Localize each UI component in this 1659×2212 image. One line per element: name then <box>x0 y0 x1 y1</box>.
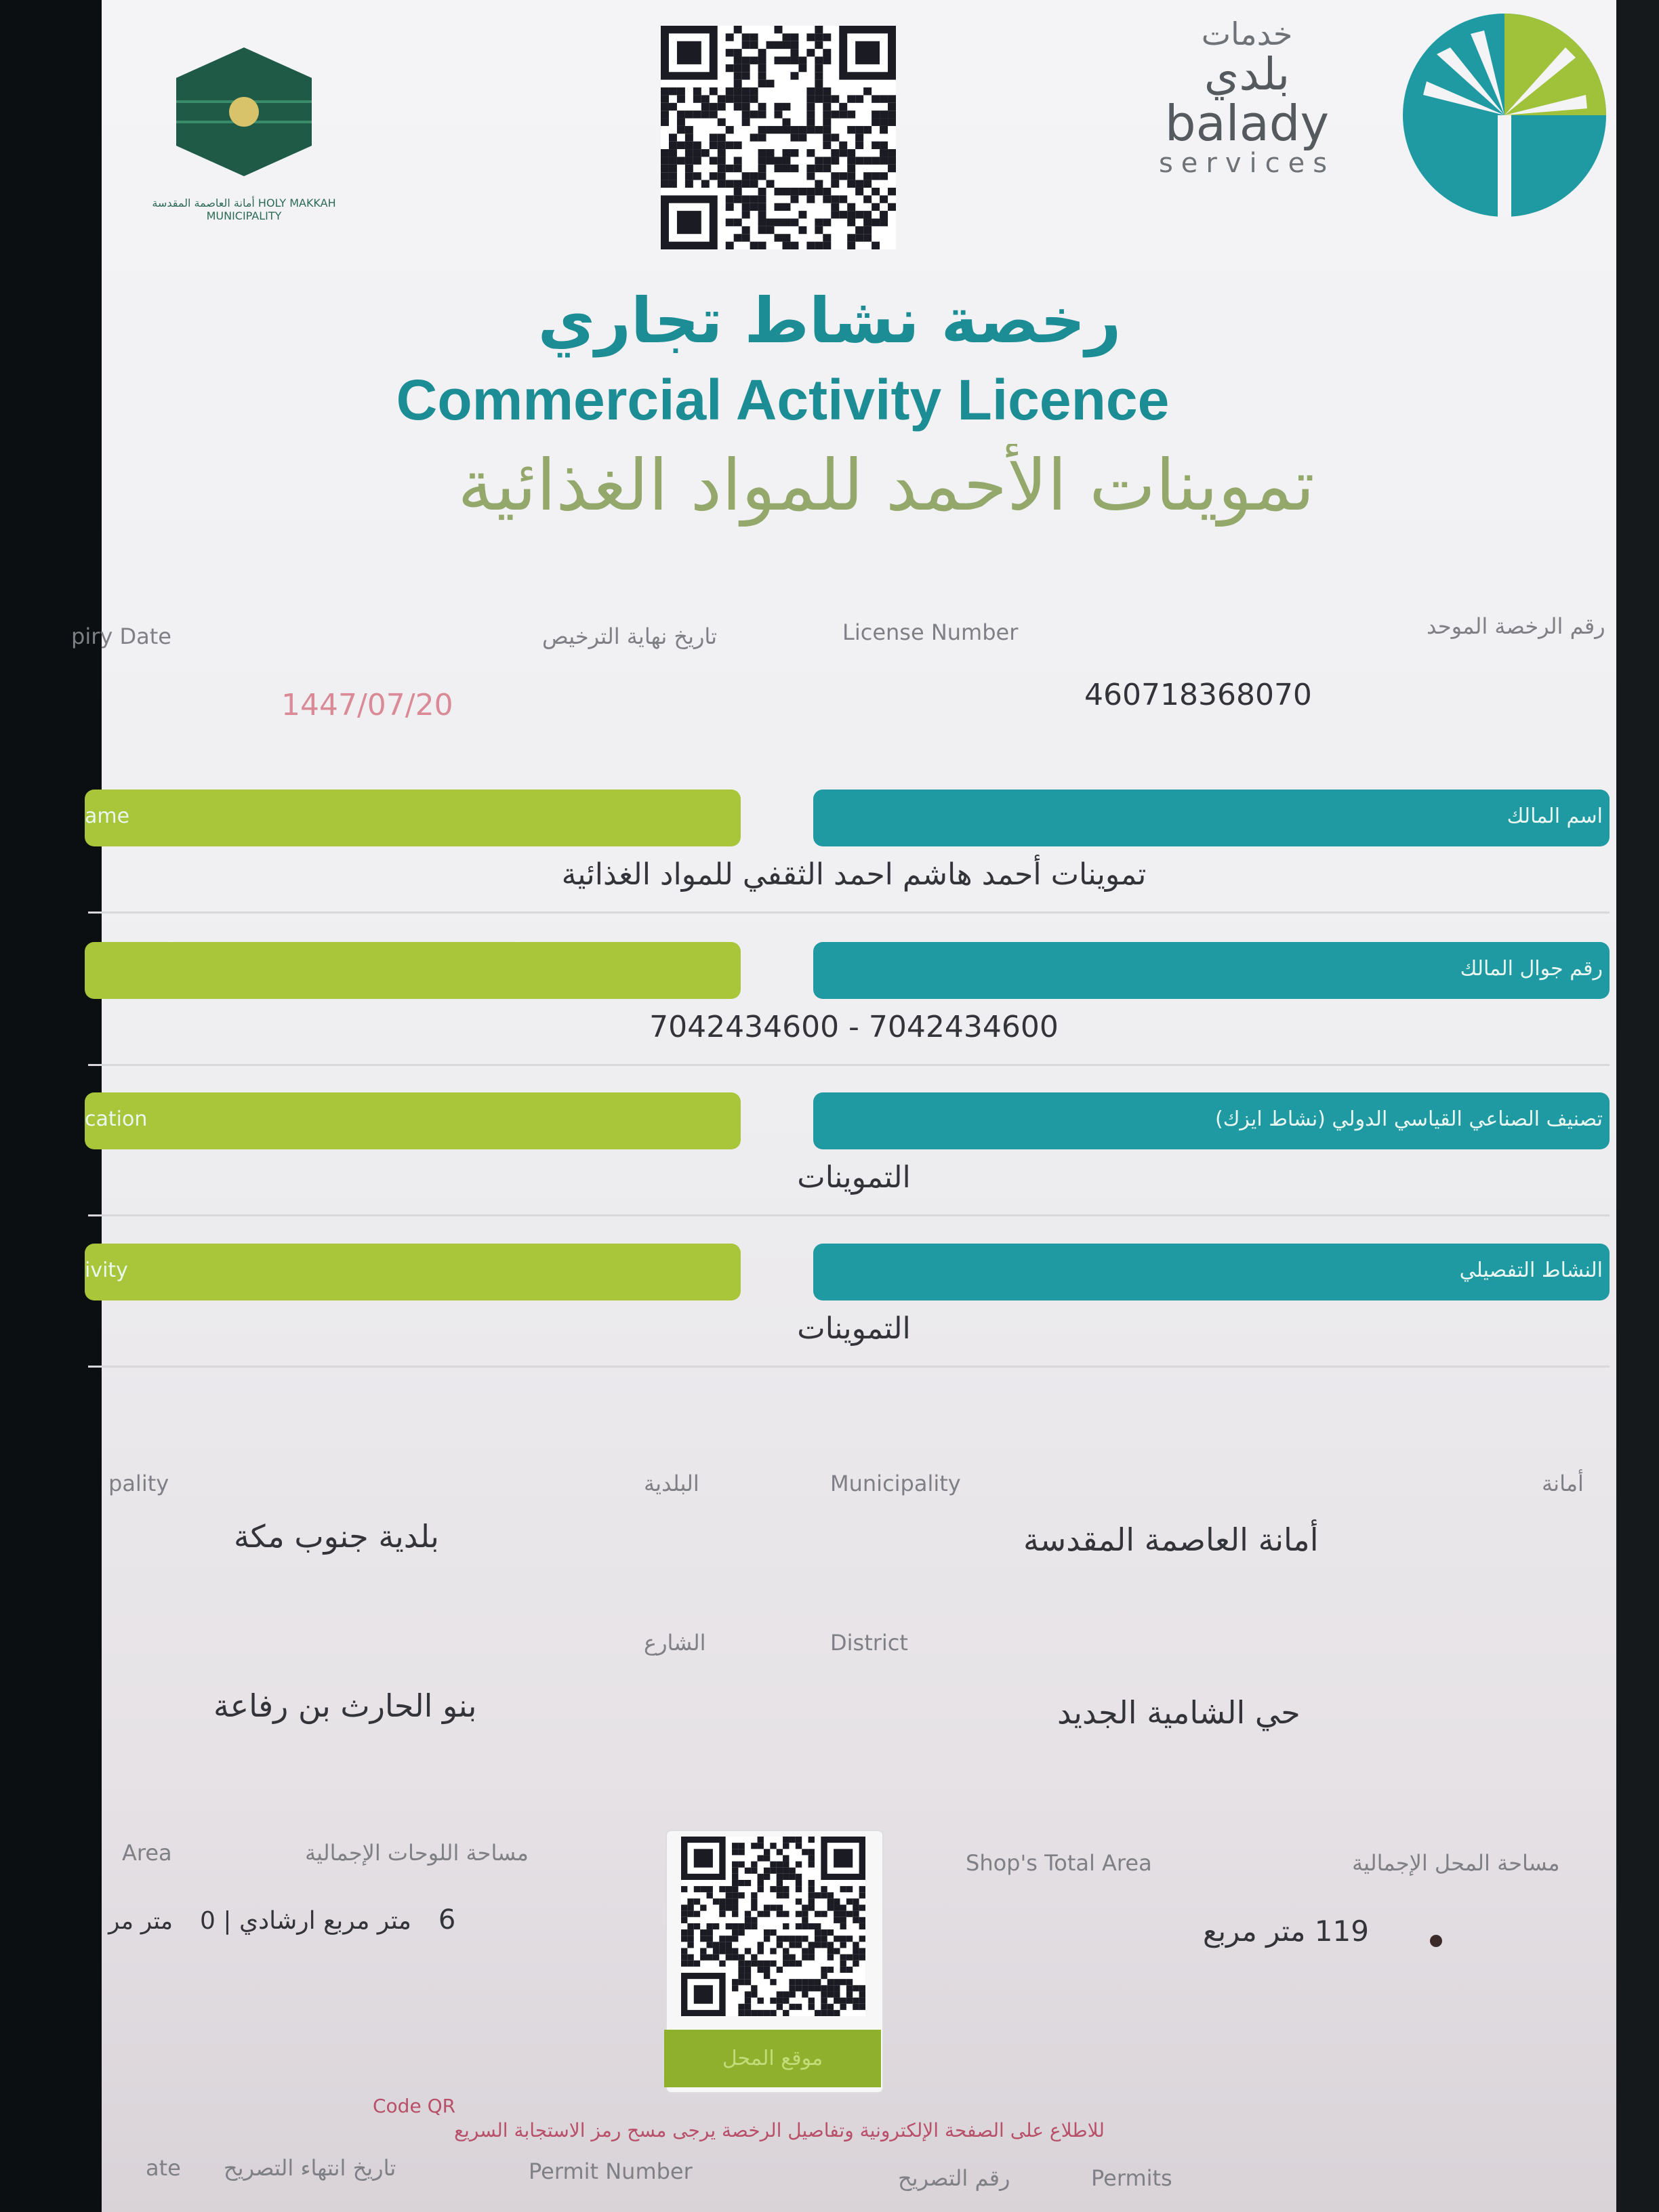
shop-area-label-ar: مساحة المحل الإجمالية <box>1352 1850 1560 1876</box>
field-value: التموينات <box>797 1160 911 1195</box>
field-label-ar: تصنيف الصناعي القياسي الدولي (نشاط ايزك) <box>1214 1107 1603 1131</box>
shop-area-label-en: Shop's Total Area <box>966 1850 1152 1876</box>
qr-code-top[interactable] <box>661 26 896 249</box>
field-label-ar: رقم جوال المالك <box>1460 957 1603 981</box>
sub-municipality-label-ar: البلدية <box>644 1471 699 1496</box>
field-label-ar: اسم المالك <box>1507 804 1603 828</box>
balady-en: balady <box>1164 95 1330 152</box>
field-label-bar-en: ame <box>85 790 741 846</box>
street-label-ar: الشارع <box>644 1630 706 1656</box>
signs-area-value: 6 <box>438 1904 456 1936</box>
makkah-logo-caption: أمانة العاصمة المقدسة HOLY MAKKAH MUNICI… <box>152 197 336 222</box>
field-value: 7042434600 - 7042434600 <box>649 1010 1059 1044</box>
field-label-en: ame <box>85 804 130 828</box>
makkah-municipality-logo: أمانة العاصمة المقدسة HOLY MAKKAH MUNICI… <box>152 44 336 222</box>
field-divider <box>88 1366 1610 1368</box>
street-value: بنو الحارث بن رفاعة <box>213 1687 477 1724</box>
field-label-bar-ar: اسم المالك <box>813 790 1610 846</box>
sub-municipality-label-en: pality <box>108 1471 169 1496</box>
footer-note: للاطلاع على الصفحة الإلكترونية وتفاصيل ا… <box>454 2119 1105 2142</box>
field-label-ar: النشاط التفصيلي <box>1459 1258 1603 1282</box>
field-label-bar-ar: رقم جوال المالك <box>813 942 1610 999</box>
balady-ar-services: خدمات <box>1201 16 1293 52</box>
field-label-bar-en: ivity <box>85 1244 741 1300</box>
permit-number-label-en: Permit Number <box>529 2158 693 2184</box>
license-number-value: 460718368070 <box>1084 678 1312 712</box>
balady-palm-logo <box>1396 14 1613 217</box>
signs-area-values: متر مر متر مربع ارشادي | 0 6 <box>108 1904 455 1936</box>
signs-area-value-cut: متر مر <box>108 1908 173 1935</box>
bullet-dot <box>1430 1935 1442 1947</box>
title-english: Commercial Activity Licence <box>396 368 1170 432</box>
field-label-en: cation <box>85 1107 148 1131</box>
title-arabic: رخصة نشاط تجاري <box>537 285 1122 357</box>
field-value: تموينات أحمد هاشم احمد الثقفي للمواد الغ… <box>561 857 1147 892</box>
permit-number-label-ar: رقم التصريح <box>898 2165 1010 2191</box>
sub-municipality-value: بلدية جنوب مكة <box>234 1518 439 1555</box>
signs-area-label-ar: مساحة اللوحات الإجمالية <box>305 1840 529 1866</box>
field-label-bar-en: cation <box>85 1092 741 1149</box>
license-number-label-ar: رقم الرخصة الموحد <box>1427 613 1605 639</box>
qr-code-bottom[interactable] <box>681 1837 865 2016</box>
permit-date-label-en: ate <box>146 2155 181 2181</box>
field-divider <box>88 912 1610 914</box>
field-label-bar-ar: النشاط التفصيلي <box>813 1244 1610 1300</box>
shop-area-value: 119 متر مربع <box>1203 1914 1369 1948</box>
signs-area-label-en: Area <box>122 1840 172 1866</box>
shop-location-button[interactable]: موقع المحل <box>664 2030 881 2087</box>
municipality-label-en: Municipality <box>830 1471 961 1496</box>
field-label-bar-ar: تصنيف الصناعي القياسي الدولي (نشاط ايزك) <box>813 1092 1610 1149</box>
balady-ar: بلدي <box>1204 48 1290 100</box>
field-value: التموينات <box>797 1311 911 1346</box>
district-label-en: District <box>830 1630 908 1656</box>
municipality-label-ar: أمانة <box>1542 1471 1584 1496</box>
expiry-date-label-en: piry Date <box>71 623 171 649</box>
balady-wordmark: خدمات بلدي balady services <box>1132 17 1362 178</box>
expiry-date-value: 1447/07/20 <box>281 688 453 722</box>
footer-note-code: Code QR <box>373 2095 456 2117</box>
municipality-value: أمانة العاصمة المقدسة <box>1023 1521 1319 1558</box>
permits-label-en: Permits <box>1091 2165 1172 2191</box>
expiry-date-label-ar: تاريخ نهاية الترخيص <box>542 623 718 649</box>
shop-name-title: تموينات الأحمد للمواد الغذائية <box>457 444 1315 527</box>
field-label-bar-en <box>85 942 741 999</box>
field-divider <box>88 1214 1610 1216</box>
license-number-label-en: License Number <box>842 619 1019 645</box>
balady-services: services <box>1158 148 1336 179</box>
field-divider <box>88 1064 1610 1066</box>
signs-area-value-unit: متر مربع ارشادي | 0 <box>200 1907 411 1935</box>
permit-date-label-ar: تاريخ انتهاء التصريح <box>224 2155 396 2181</box>
phone-bezel <box>1616 0 1659 2212</box>
field-label-en: ivity <box>85 1258 128 1282</box>
district-value: حي الشامية الجديد <box>1057 1694 1300 1731</box>
